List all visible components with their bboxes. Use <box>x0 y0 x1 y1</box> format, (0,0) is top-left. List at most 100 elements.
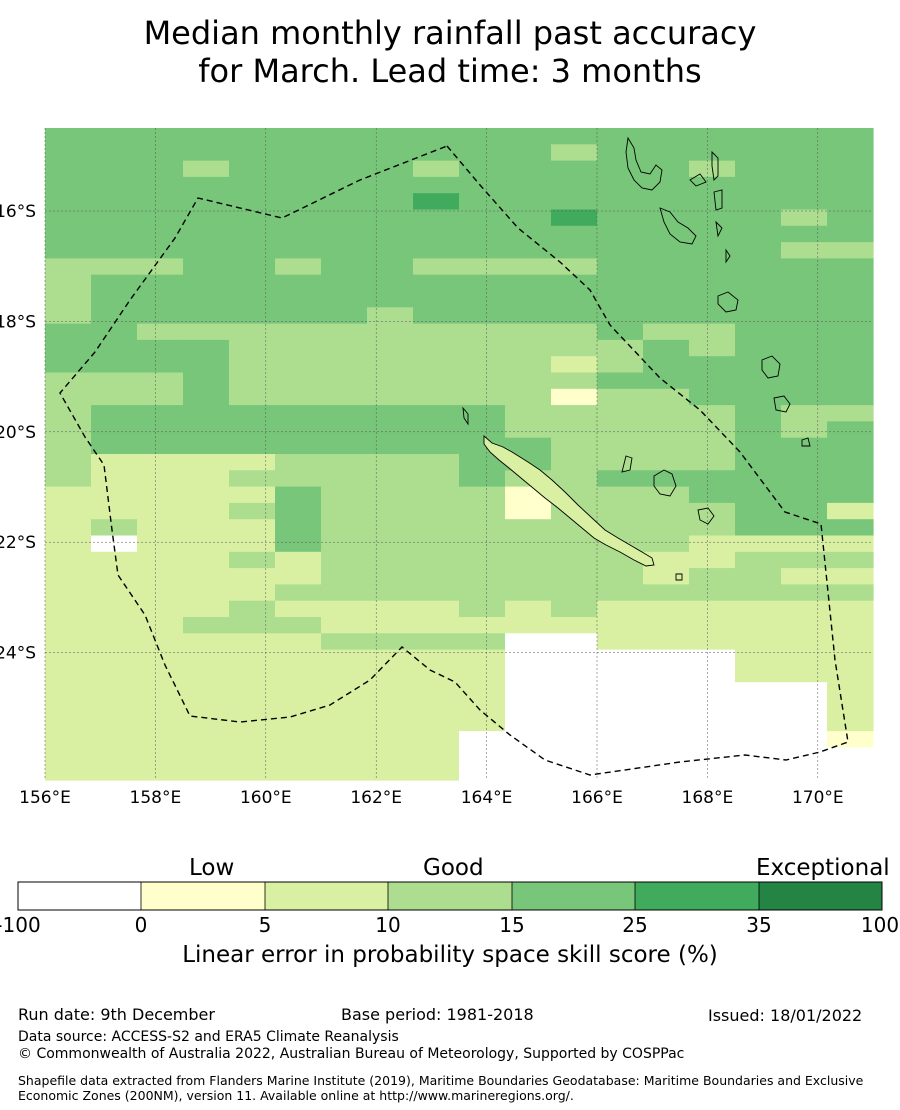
grid-cell <box>735 633 782 651</box>
grid-cell <box>321 323 368 341</box>
grid-cell <box>183 731 230 748</box>
grid-cell <box>45 405 92 422</box>
grid-cell <box>45 356 92 374</box>
grid-cell <box>781 649 828 667</box>
grid-cell <box>781 176 828 194</box>
grid-cell <box>643 731 690 748</box>
grid-cell <box>137 372 184 390</box>
grid-cell <box>505 763 552 781</box>
grid-cell <box>781 405 828 422</box>
grid-cell <box>827 763 874 781</box>
grid-cell <box>229 714 276 732</box>
latitude-label: 20°S <box>0 423 36 443</box>
grid-cell <box>735 193 782 211</box>
grid-cell <box>137 160 184 178</box>
grid-cell <box>321 291 368 308</box>
grid-cell <box>505 551 552 569</box>
grid-cell <box>827 470 874 488</box>
grid-cell <box>689 486 736 504</box>
grid-cell <box>413 323 460 341</box>
grid-cell <box>735 388 782 406</box>
latitude-label: 24°S <box>0 644 36 664</box>
grid-cell <box>367 388 414 406</box>
grid-cell <box>505 665 552 683</box>
grid-cell <box>597 291 644 308</box>
grid-cell <box>321 568 368 585</box>
grid-cell <box>827 128 874 145</box>
grid-cell <box>781 258 828 276</box>
grid-cell <box>597 421 644 439</box>
grid-cell <box>321 584 368 602</box>
grid-cell <box>735 242 782 259</box>
grid-cell <box>735 209 782 227</box>
grid-cell <box>735 665 782 683</box>
grid-cell <box>505 437 552 455</box>
title-line-1: Median monthly rainfall past accuracy <box>143 14 757 52</box>
grid-cell <box>229 128 276 145</box>
grid-cell <box>597 209 644 227</box>
vanuatu-espiritu-santo <box>625 136 663 191</box>
grid-cell <box>413 291 460 308</box>
grid-cell <box>459 633 506 651</box>
grid-cell <box>781 486 828 504</box>
grid-cell <box>643 682 690 700</box>
longitude-label: 170°E <box>792 788 844 808</box>
grid-cell <box>689 682 736 700</box>
grid-cell <box>735 617 782 634</box>
grid-cell <box>229 731 276 748</box>
grid-cell <box>781 763 828 781</box>
grid-cell <box>735 682 782 700</box>
grid-cell <box>551 617 598 634</box>
grid-cell <box>367 339 414 357</box>
grid-cell <box>91 600 138 618</box>
grid-cell <box>321 633 368 651</box>
grid-cell <box>781 291 828 308</box>
grid-cell <box>735 747 782 765</box>
grid-cell <box>827 617 874 634</box>
grid-cell <box>275 535 322 553</box>
grid-cell <box>551 535 598 553</box>
grid-cell <box>459 665 506 683</box>
grid-cell <box>505 209 552 227</box>
grid-cell <box>45 617 92 634</box>
grid-cell <box>413 617 460 634</box>
grid-cell <box>183 502 230 520</box>
grid-cell <box>735 470 782 488</box>
grid-cell <box>551 665 598 683</box>
grid-cell <box>735 176 782 194</box>
grid-cell <box>321 421 368 439</box>
grid-cell <box>137 307 184 325</box>
grid-cell <box>689 242 736 259</box>
grid-cell <box>827 698 874 716</box>
grid-cell <box>275 470 322 488</box>
grid-cell <box>367 372 414 390</box>
grid-cell <box>505 388 552 406</box>
grid-cell <box>275 568 322 585</box>
grid-cell <box>551 128 598 145</box>
grid-cell <box>781 454 828 471</box>
grid-cell <box>551 258 598 276</box>
grid-cell <box>275 160 322 178</box>
grid-cell <box>137 633 184 651</box>
grid-cell <box>459 454 506 471</box>
grid-cell <box>459 144 506 162</box>
grid-cell <box>781 193 828 211</box>
grid-cell <box>413 682 460 700</box>
grid-cell <box>45 307 92 325</box>
grid-cell <box>183 535 230 553</box>
grid-cell <box>137 323 184 341</box>
grid-cell <box>321 225 368 243</box>
grid-cell <box>45 128 92 145</box>
grid-cell <box>367 551 414 569</box>
grid-cell <box>45 470 92 488</box>
vanuatu-tanna <box>773 395 791 413</box>
grid-cell <box>229 649 276 667</box>
belep-islands <box>462 406 469 426</box>
grid-cell <box>413 339 460 357</box>
grid-cell <box>367 519 414 537</box>
grid-cell <box>827 568 874 585</box>
grid-cell <box>229 551 276 569</box>
grid-cell <box>367 209 414 227</box>
grid-cell <box>551 682 598 700</box>
grid-cell <box>321 470 368 488</box>
